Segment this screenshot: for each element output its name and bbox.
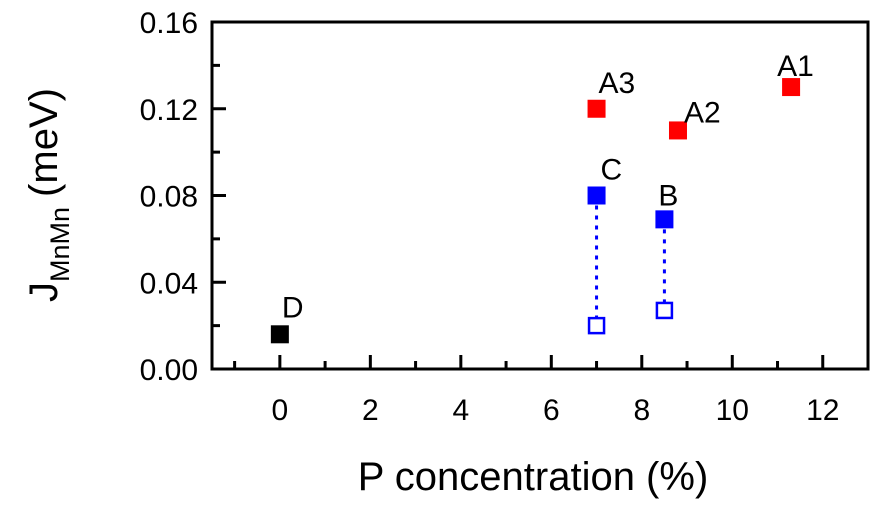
y-axis-title-subscript: MnMn [45,207,75,282]
plot-frame [210,20,870,371]
y-tick-label: 0.12 [140,94,198,127]
x-tick-label: 8 [633,394,650,427]
y-tick-label: 0.08 [140,181,198,214]
data-points [270,78,801,344]
x-tick-label: 0 [272,394,289,427]
marker-filled [587,186,606,205]
marker-open [655,301,674,320]
marker-filled [587,99,606,118]
x-axis-title: P concentration (%) [358,455,709,499]
y-axis-title-main: J [22,282,66,302]
marker-filled [782,78,801,97]
y-axis-title: JMnMn (meV) [22,88,75,302]
tick-marks [212,20,825,371]
marker-filled [655,210,674,229]
point-label: D [282,291,304,324]
point-labels: A1 A2 A3 B C D [282,50,814,324]
axes: 0 2 4 6 8 10 12 0.00 0.04 0.08 0.12 0.16 [140,7,870,427]
point-label: C [601,154,623,187]
y-axis-title-unit: (meV) [22,88,66,197]
x-tick-label: 12 [806,394,839,427]
point-label: B [658,179,678,212]
x-tick-label: 2 [362,394,379,427]
x-tick-label: 10 [716,394,749,427]
point-label: A2 [684,96,721,129]
y-tick-label: 0.00 [140,354,198,387]
connector-lines [595,195,666,326]
marker-open [587,316,606,335]
x-tick-label: 6 [543,394,560,427]
point-label: A3 [599,67,636,100]
tick-labels: 0 2 4 6 8 10 12 0.00 0.04 0.08 0.12 0.16 [140,7,840,427]
y-tick-label: 0.16 [140,7,198,40]
marker-filled [270,325,289,344]
y-tick-label: 0.04 [140,267,198,300]
marker-filled [668,121,687,140]
point-label: A1 [777,50,814,83]
x-tick-label: 4 [452,394,469,427]
